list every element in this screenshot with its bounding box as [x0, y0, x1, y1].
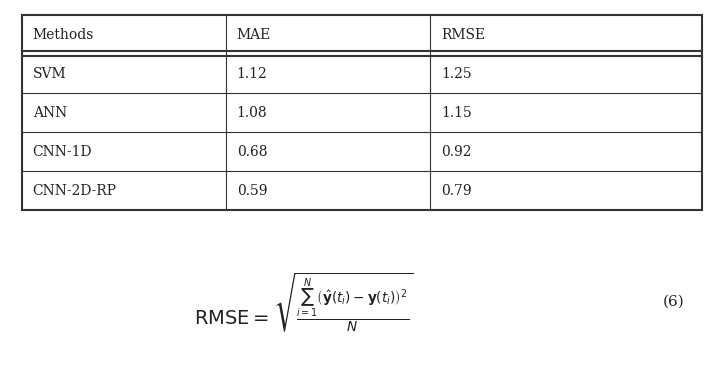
Text: $\mathrm{RMSE} = \sqrt{\frac{\sum_{i=1}^{N}\left(\hat{\mathbf{y}}(t_i) - \mathbf: $\mathrm{RMSE} = \sqrt{\frac{\sum_{i=1}^… — [194, 270, 414, 333]
Text: 0.59: 0.59 — [237, 184, 267, 197]
Text: ANN: ANN — [33, 106, 67, 120]
Text: RMSE: RMSE — [441, 28, 485, 42]
Text: CNN-1D: CNN-1D — [33, 145, 92, 159]
Text: CNN-2D-RP: CNN-2D-RP — [33, 184, 117, 197]
Text: 1.08: 1.08 — [237, 106, 267, 120]
Text: 1.25: 1.25 — [441, 67, 471, 81]
Text: 0.92: 0.92 — [441, 145, 471, 159]
Bar — [22, 15, 702, 210]
Text: 1.15: 1.15 — [441, 106, 471, 120]
Text: Methods: Methods — [33, 28, 94, 42]
Text: (6): (6) — [662, 295, 684, 309]
Text: 0.79: 0.79 — [441, 184, 471, 197]
Text: MAE: MAE — [237, 28, 271, 42]
Text: SVM: SVM — [33, 67, 66, 81]
Text: 1.12: 1.12 — [237, 67, 267, 81]
Text: 0.68: 0.68 — [237, 145, 267, 159]
